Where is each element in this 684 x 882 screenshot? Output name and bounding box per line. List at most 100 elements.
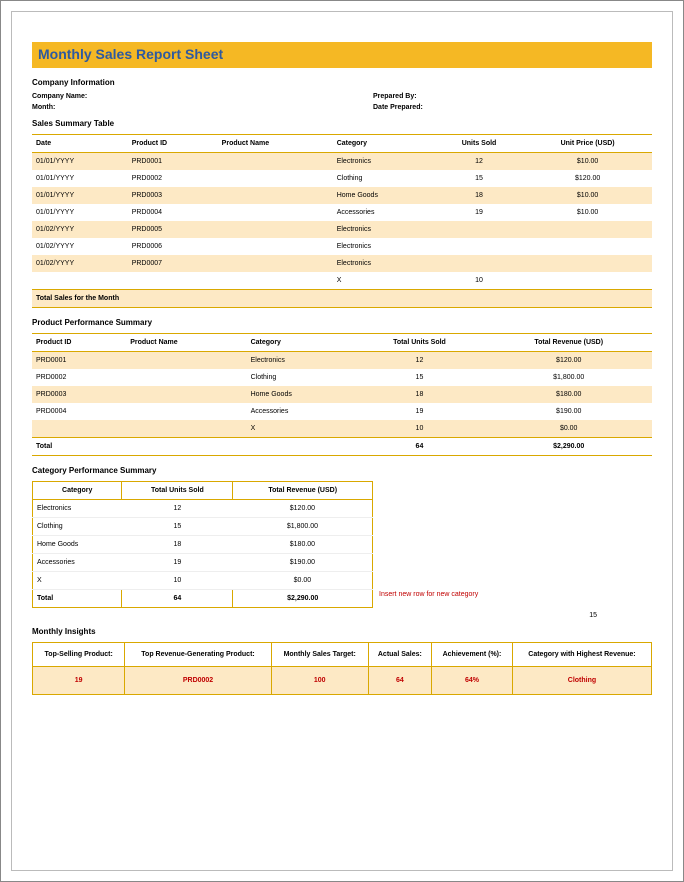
table-row: 01/01/YYYYPRD0003Home Goods18$10.00 xyxy=(32,187,652,204)
cell: 10 xyxy=(435,272,523,290)
info-row-2: Month: Date Prepared: xyxy=(32,104,652,111)
cell: 10 xyxy=(122,572,233,590)
table-row: Home Goods18$180.00 xyxy=(33,536,373,554)
cell: PRD0007 xyxy=(128,255,218,272)
cell xyxy=(218,255,333,272)
cell xyxy=(32,272,128,290)
table-row: PRD0002Clothing15$1,800.00 xyxy=(32,369,652,386)
sales-col-header: Date xyxy=(32,135,128,153)
product-col-header: Category xyxy=(247,334,354,352)
report-page: Monthly Sales Report Sheet Company Infor… xyxy=(11,11,673,871)
cell: PRD0003 xyxy=(128,187,218,204)
cell: Electronics xyxy=(33,500,122,518)
cell: 19 xyxy=(122,554,233,572)
cell: $0.00 xyxy=(233,572,373,590)
product-perf-heading: Product Performance Summary xyxy=(32,318,652,327)
product-col-header: Total Revenue (USD) xyxy=(485,334,652,352)
cell: Accessories xyxy=(333,204,435,221)
cell: 18 xyxy=(354,386,486,403)
category-note: Insert new row for new category xyxy=(379,591,478,618)
cell xyxy=(435,238,523,255)
table-row: X10$0.00 xyxy=(33,572,373,590)
cell: 19 xyxy=(435,204,523,221)
total-cell: 64 xyxy=(122,590,233,608)
cell xyxy=(32,420,126,438)
table-row: 01/02/YYYYPRD0007 Electronics xyxy=(32,255,652,272)
cell: Accessories xyxy=(247,403,354,420)
table-row: Accessories19$190.00 xyxy=(33,554,373,572)
table-row: 01/01/YYYYPRD0004 Accessories19$10.00 xyxy=(32,204,652,221)
cell xyxy=(218,187,333,204)
total-cell: Total xyxy=(32,438,126,456)
cell xyxy=(523,272,652,290)
cell: 18 xyxy=(435,187,523,204)
total-cell: $2,290.00 xyxy=(485,438,652,456)
cell: $10.00 xyxy=(523,153,652,171)
product-col-header: Total Units Sold xyxy=(354,334,486,352)
insights-col-header: Actual Sales: xyxy=(368,643,431,667)
cell: Electronics xyxy=(333,255,435,272)
cell: $0.00 xyxy=(485,420,652,438)
cell: 01/02/YYYY xyxy=(32,221,128,238)
table-row: Clothing15$1,800.00 xyxy=(33,518,373,536)
cell: 01/01/YYYY xyxy=(32,153,128,171)
cell: Electronics xyxy=(333,221,435,238)
cell: $10.00 xyxy=(523,204,652,221)
table-row: PRD0001Electronics12$120.00 xyxy=(32,352,652,370)
insights-col-header: Monthly Sales Target: xyxy=(271,643,368,667)
prepared-by-label: Prepared By: xyxy=(373,93,652,100)
insights-value: 64 xyxy=(368,667,431,695)
cell: 01/01/YYYY xyxy=(32,187,128,204)
category-col-header: Category xyxy=(33,482,122,500)
date-prepared-label: Date Prepared: xyxy=(373,104,652,111)
cell: 01/02/YYYY xyxy=(32,238,128,255)
sales-summary-table: DateProduct IDProduct NameCategoryUnits … xyxy=(32,134,652,308)
cell xyxy=(218,204,333,221)
cell: 12 xyxy=(354,352,486,370)
cell: 18 xyxy=(122,536,233,554)
table-row: 01/01/YYYYPRD0002Clothing15$120.00 xyxy=(32,170,652,187)
cell: PRD0004 xyxy=(128,204,218,221)
total-label: Total Sales for the Month xyxy=(32,290,652,308)
insights-row: 19PRD00021006464%Clothing xyxy=(33,667,652,695)
total-cell: Total xyxy=(33,590,122,608)
cell: $120.00 xyxy=(523,170,652,187)
insights-table: Top-Selling Product:Top Revenue-Generati… xyxy=(32,642,652,695)
cell: PRD0002 xyxy=(128,170,218,187)
product-perf-table: Product IDProduct NameCategoryTotal Unit… xyxy=(32,333,652,456)
insights-value: 19 xyxy=(33,667,125,695)
sales-col-header: Product ID xyxy=(128,135,218,153)
cell: $180.00 xyxy=(233,536,373,554)
cell: Clothing xyxy=(247,369,354,386)
cell: PRD0003 xyxy=(32,386,126,403)
insights-heading: Monthly Insights xyxy=(32,627,652,636)
cell: $1,800.00 xyxy=(485,369,652,386)
cell xyxy=(218,238,333,255)
cell xyxy=(126,352,246,370)
total-cell: 64 xyxy=(354,438,486,456)
title-bar: Monthly Sales Report Sheet xyxy=(32,42,652,68)
category-col-header: Total Units Sold xyxy=(122,482,233,500)
cell: 01/02/YYYY xyxy=(32,255,128,272)
sales-col-header: Units Sold xyxy=(435,135,523,153)
cell: Clothing xyxy=(33,518,122,536)
insights-value: 64% xyxy=(432,667,513,695)
cell: PRD0001 xyxy=(32,352,126,370)
insights-value: 100 xyxy=(271,667,368,695)
insights-col-header: Top Revenue-Generating Product: xyxy=(125,643,271,667)
info-row-1: Company Name: Prepared By: xyxy=(32,93,652,100)
total-cell xyxy=(247,438,354,456)
cell: PRD0002 xyxy=(32,369,126,386)
category-perf-table: CategoryTotal Units SoldTotal Revenue (U… xyxy=(32,481,373,608)
table-row: X10 xyxy=(32,272,652,290)
sales-col-header: Product Name xyxy=(218,135,333,153)
cell xyxy=(126,420,246,438)
cell: 15 xyxy=(435,170,523,187)
report-title: Monthly Sales Report Sheet xyxy=(38,46,223,62)
table-row: PRD0003Home Goods18$180.00 xyxy=(32,386,652,403)
cell: $190.00 xyxy=(485,403,652,420)
table-row: 01/01/YYYYPRD0001Electronics12$10.00 xyxy=(32,153,652,171)
cell xyxy=(126,386,246,403)
month-label: Month: xyxy=(32,104,373,111)
cell: 01/01/YYYY xyxy=(32,204,128,221)
